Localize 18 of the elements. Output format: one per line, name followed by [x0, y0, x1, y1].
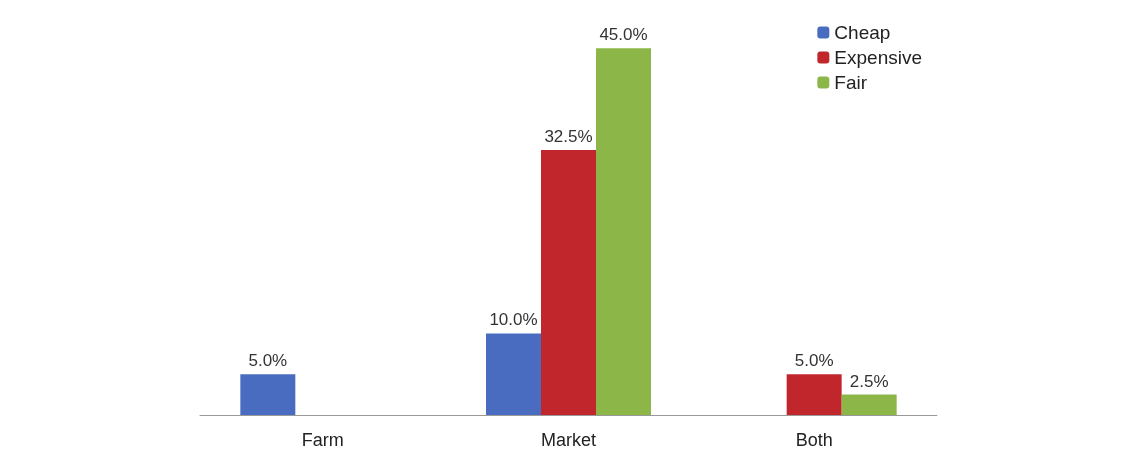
- bar: [596, 48, 651, 415]
- legend-label: Fair: [834, 72, 868, 93]
- bar: [486, 333, 541, 415]
- data-label: 45.0%: [599, 25, 648, 45]
- bar: [786, 374, 842, 415]
- x-tick-label: Market: [540, 430, 597, 450]
- legend-label: Expensive: [834, 47, 923, 68]
- legend-label: Cheap: [834, 22, 891, 43]
- bar: [240, 374, 296, 415]
- data-label: 10.0%: [489, 310, 538, 330]
- data-label: 32.5%: [544, 127, 593, 147]
- bar: [841, 394, 897, 415]
- bar: [541, 150, 596, 415]
- data-label: 2.5%: [849, 371, 889, 391]
- x-tick-label: Both: [795, 430, 833, 450]
- data-label: 5.0%: [248, 351, 288, 371]
- data-label: 5.0%: [794, 351, 834, 371]
- x-tick-label: Farm: [301, 430, 344, 450]
